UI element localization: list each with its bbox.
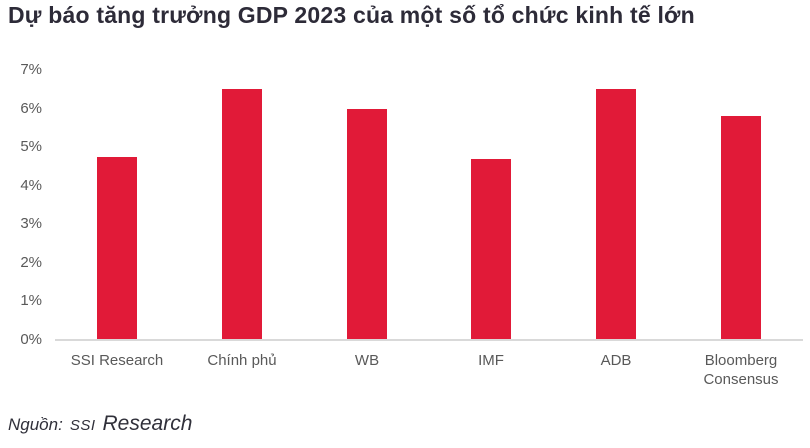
x-axis-line (55, 339, 803, 341)
source-ssi: SSI (69, 417, 96, 434)
y-tick-0: 0% (20, 331, 42, 348)
y-tick-4: 4% (20, 177, 42, 194)
source-prefix: Nguồn: (8, 415, 63, 434)
y-tick-5: 5% (20, 138, 42, 155)
x-label-adb: ADB (600, 352, 632, 369)
source-note: Nguồn: SSI Research (8, 412, 192, 436)
x-label-chinh-phu: Chính phủ (207, 352, 277, 369)
y-tick-2: 2% (20, 254, 42, 271)
x-label-wb: WB (354, 352, 380, 369)
x-label-bloomberg-consensus: Bloomberg Consensus (703, 352, 779, 388)
y-tick-3: 3% (20, 215, 42, 232)
y-tick-6: 6% (20, 100, 42, 117)
source-research: Research (102, 412, 193, 435)
y-tick-1: 1% (20, 292, 42, 309)
bar-adb (596, 89, 636, 340)
bar-chinh-phu (222, 89, 262, 340)
bar-ssi-research (97, 157, 137, 340)
bar-wb (347, 109, 387, 340)
y-tick-7: 7% (20, 61, 42, 78)
chart-title: Dự báo tăng trưởng GDP 2023 của một số t… (8, 2, 695, 28)
x-label-imf: IMF (478, 352, 504, 369)
bar-bloomberg-consensus (721, 116, 761, 340)
x-label-ssi-research: SSI Research (70, 352, 164, 369)
bar-imf (471, 159, 511, 340)
plot-area (55, 70, 803, 340)
